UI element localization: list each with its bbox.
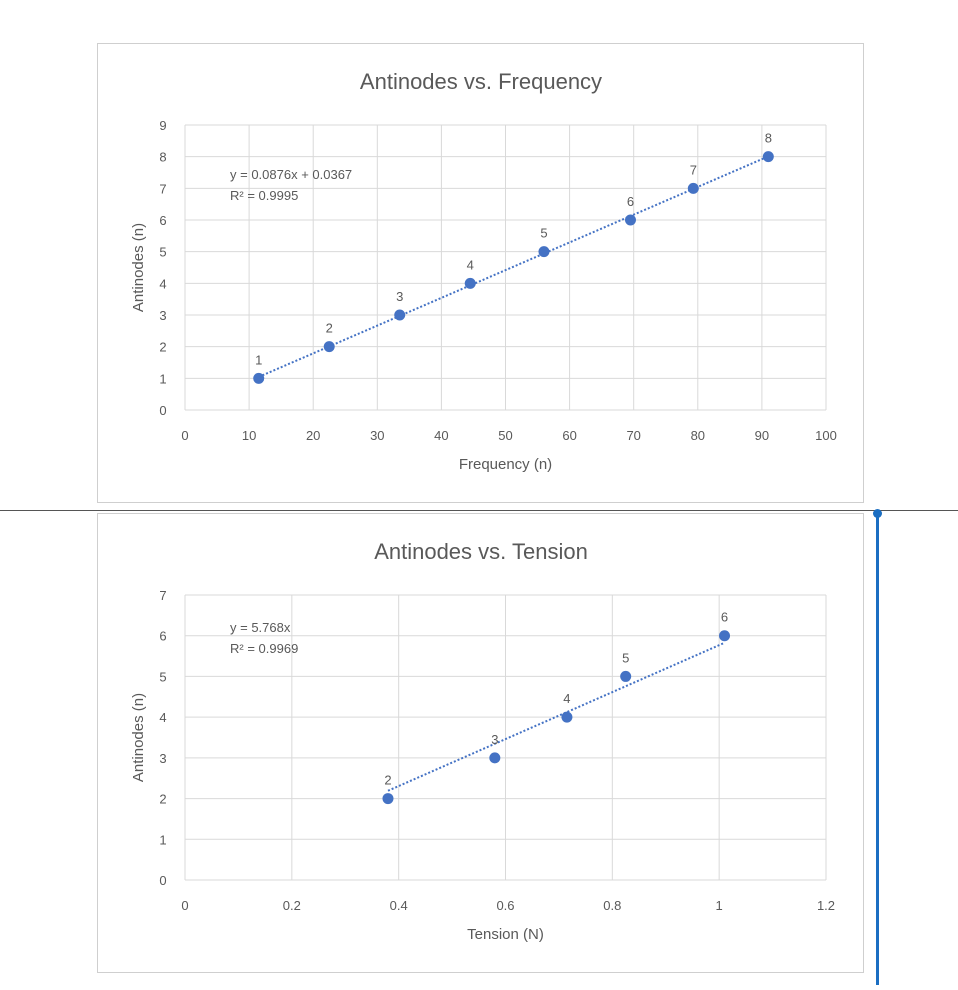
x-tick-label: 0.2 bbox=[283, 898, 301, 913]
y-tick-label: 8 bbox=[159, 150, 166, 165]
x-tick-label: 30 bbox=[370, 428, 384, 443]
trendline-equation: y = 5.768x bbox=[230, 620, 291, 635]
y-tick-label: 0 bbox=[159, 403, 166, 418]
x-tick-label: 10 bbox=[242, 428, 256, 443]
data-point bbox=[464, 277, 476, 289]
text-cursor-handle[interactable] bbox=[873, 509, 882, 518]
x-tick-label: 20 bbox=[306, 428, 320, 443]
data-point bbox=[394, 309, 406, 321]
trendline bbox=[258, 155, 769, 378]
data-label: 6 bbox=[627, 194, 634, 209]
y-tick-label: 3 bbox=[159, 308, 166, 323]
x-tick-label: 0.8 bbox=[603, 898, 621, 913]
page-divider bbox=[0, 510, 958, 511]
x-tick-label: 40 bbox=[434, 428, 448, 443]
y-tick-label: 9 bbox=[159, 118, 166, 133]
data-label: 4 bbox=[467, 257, 474, 272]
data-label: 5 bbox=[622, 650, 629, 665]
data-point bbox=[687, 182, 699, 194]
data-label: 6 bbox=[721, 610, 728, 625]
x-tick-label: 80 bbox=[691, 428, 705, 443]
y-tick-label: 1 bbox=[159, 371, 166, 386]
data-point bbox=[762, 151, 774, 163]
data-point bbox=[620, 670, 632, 682]
x-tick-label: 60 bbox=[562, 428, 576, 443]
x-tick-label: 0 bbox=[181, 428, 188, 443]
data-label: 2 bbox=[326, 321, 333, 336]
y-tick-label: 6 bbox=[159, 629, 166, 644]
data-label: 1 bbox=[255, 352, 262, 367]
x-tick-label: 100 bbox=[815, 428, 837, 443]
data-label: 4 bbox=[563, 691, 570, 706]
y-tick-label: 4 bbox=[159, 276, 166, 291]
x-axis-title: Frequency (n) bbox=[459, 456, 552, 473]
x-tick-label: 1.2 bbox=[817, 898, 835, 913]
text-cursor-line[interactable] bbox=[876, 513, 879, 985]
chart-title: Antinodes vs. Tension bbox=[374, 539, 588, 564]
chart-title: Antinodes vs. Frequency bbox=[360, 69, 602, 94]
data-label: 5 bbox=[540, 226, 547, 241]
x-tick-label: 0.6 bbox=[496, 898, 514, 913]
x-tick-label: 50 bbox=[498, 428, 512, 443]
y-tick-label: 4 bbox=[159, 710, 166, 725]
data-point bbox=[323, 341, 335, 353]
y-tick-label: 2 bbox=[159, 792, 166, 807]
y-tick-label: 7 bbox=[159, 588, 166, 603]
y-tick-label: 3 bbox=[159, 751, 166, 766]
data-point bbox=[253, 372, 265, 384]
y-axis-title: Antinodes (n) bbox=[130, 693, 147, 782]
data-point bbox=[624, 214, 636, 226]
x-tick-label: 0 bbox=[181, 898, 188, 913]
data-point bbox=[561, 711, 573, 723]
y-tick-label: 5 bbox=[159, 245, 166, 260]
y-tick-label: 7 bbox=[159, 181, 166, 196]
y-axis-title: Antinodes (n) bbox=[130, 223, 147, 312]
data-point bbox=[538, 246, 550, 258]
r-squared-label: R² = 0.9995 bbox=[230, 188, 298, 203]
data-point bbox=[489, 752, 501, 764]
x-tick-label: 1 bbox=[716, 898, 723, 913]
trendline-equation: y = 0.0876x + 0.0367 bbox=[230, 167, 352, 182]
x-tick-label: 0.4 bbox=[390, 898, 408, 913]
y-tick-label: 0 bbox=[159, 873, 166, 888]
data-point bbox=[382, 793, 394, 805]
data-label: 2 bbox=[384, 773, 391, 788]
y-tick-label: 6 bbox=[159, 213, 166, 228]
y-tick-label: 1 bbox=[159, 832, 166, 847]
x-tick-label: 70 bbox=[626, 428, 640, 443]
data-label: 3 bbox=[396, 289, 403, 304]
chart-antinodes-vs-tension: Antinodes vs. Tension 0 1 2 3 4 5 6 7 0 0.2 0.4 0.6 0… bbox=[97, 513, 864, 973]
y-tick-label: 5 bbox=[159, 669, 166, 684]
r-squared-label: R² = 0.9969 bbox=[230, 641, 298, 656]
x-axis-title: Tension (N) bbox=[467, 926, 544, 943]
data-label: 8 bbox=[765, 131, 772, 146]
trendline bbox=[387, 641, 725, 792]
data-label: 3 bbox=[491, 732, 498, 747]
y-tick-label: 2 bbox=[159, 340, 166, 355]
x-tick-label: 90 bbox=[755, 428, 769, 443]
chart-2-svg: Antinodes vs. Tension 0 1 2 3 4 5 6 7 0 0.2 0.4 0.6 0… bbox=[130, 539, 835, 943]
data-label: 7 bbox=[690, 162, 697, 177]
data-point bbox=[719, 630, 731, 642]
chart-antinodes-vs-frequency: Antinodes vs. Frequency 0 1 2 3 4 5 6 7 8 9 0 10 20 30… bbox=[97, 43, 864, 503]
